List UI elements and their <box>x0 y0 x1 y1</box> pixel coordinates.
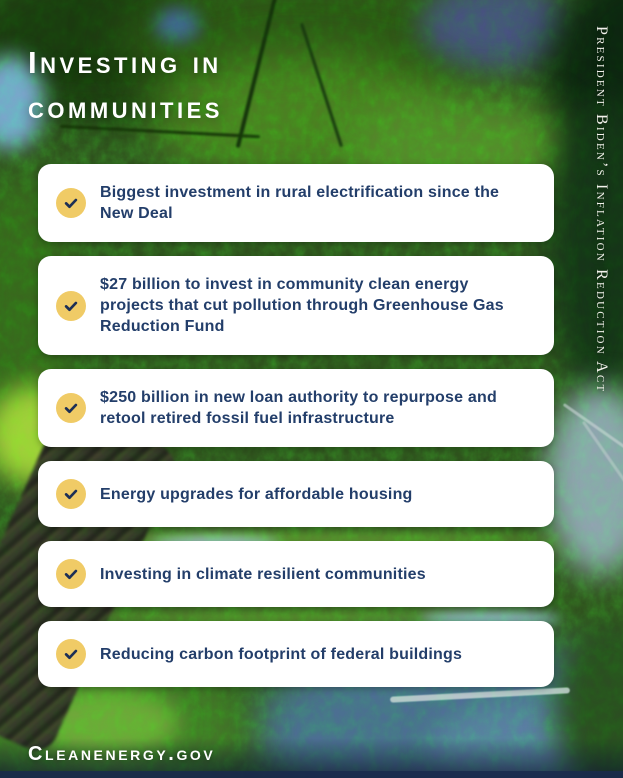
bullet-card: Energy upgrades for affordable housing <box>38 461 554 527</box>
bullet-text: $27 billion to invest in community clean… <box>100 276 504 335</box>
bullet-text: Biggest investment in rural electrificat… <box>100 184 500 222</box>
bullet-card: Investing in climate resilient communiti… <box>38 541 554 607</box>
footer-url: CleanEnergy.Gov <box>28 743 216 765</box>
bullet-text: Reducing carbon footprint of federal bui… <box>100 645 463 663</box>
bottom-bar <box>0 771 623 778</box>
page-title: Investing in Communities <box>28 45 223 125</box>
bullet-card: Reducing carbon footprint of federal bui… <box>38 621 554 687</box>
check-icon <box>56 188 86 218</box>
bullet-text: $250 billion in new loan authority to re… <box>100 389 497 427</box>
vertical-subtitle: President Biden’s Inflation Reduction Ac… <box>593 26 610 394</box>
bullet-card: Biggest investment in rural electrificat… <box>38 164 554 242</box>
bullet-text: Investing in climate resilient communiti… <box>100 565 426 583</box>
bullet-card: $27 billion to invest in community clean… <box>38 256 554 355</box>
bullet-text: Energy upgrades for affordable housing <box>100 485 413 503</box>
bullet-list: Biggest investment in rural electrificat… <box>38 164 554 687</box>
check-icon <box>56 393 86 423</box>
check-icon <box>56 639 86 669</box>
bullet-card: $250 billion in new loan authority to re… <box>38 369 554 447</box>
check-icon <box>56 559 86 589</box>
check-icon <box>56 479 86 509</box>
check-icon <box>56 290 86 321</box>
